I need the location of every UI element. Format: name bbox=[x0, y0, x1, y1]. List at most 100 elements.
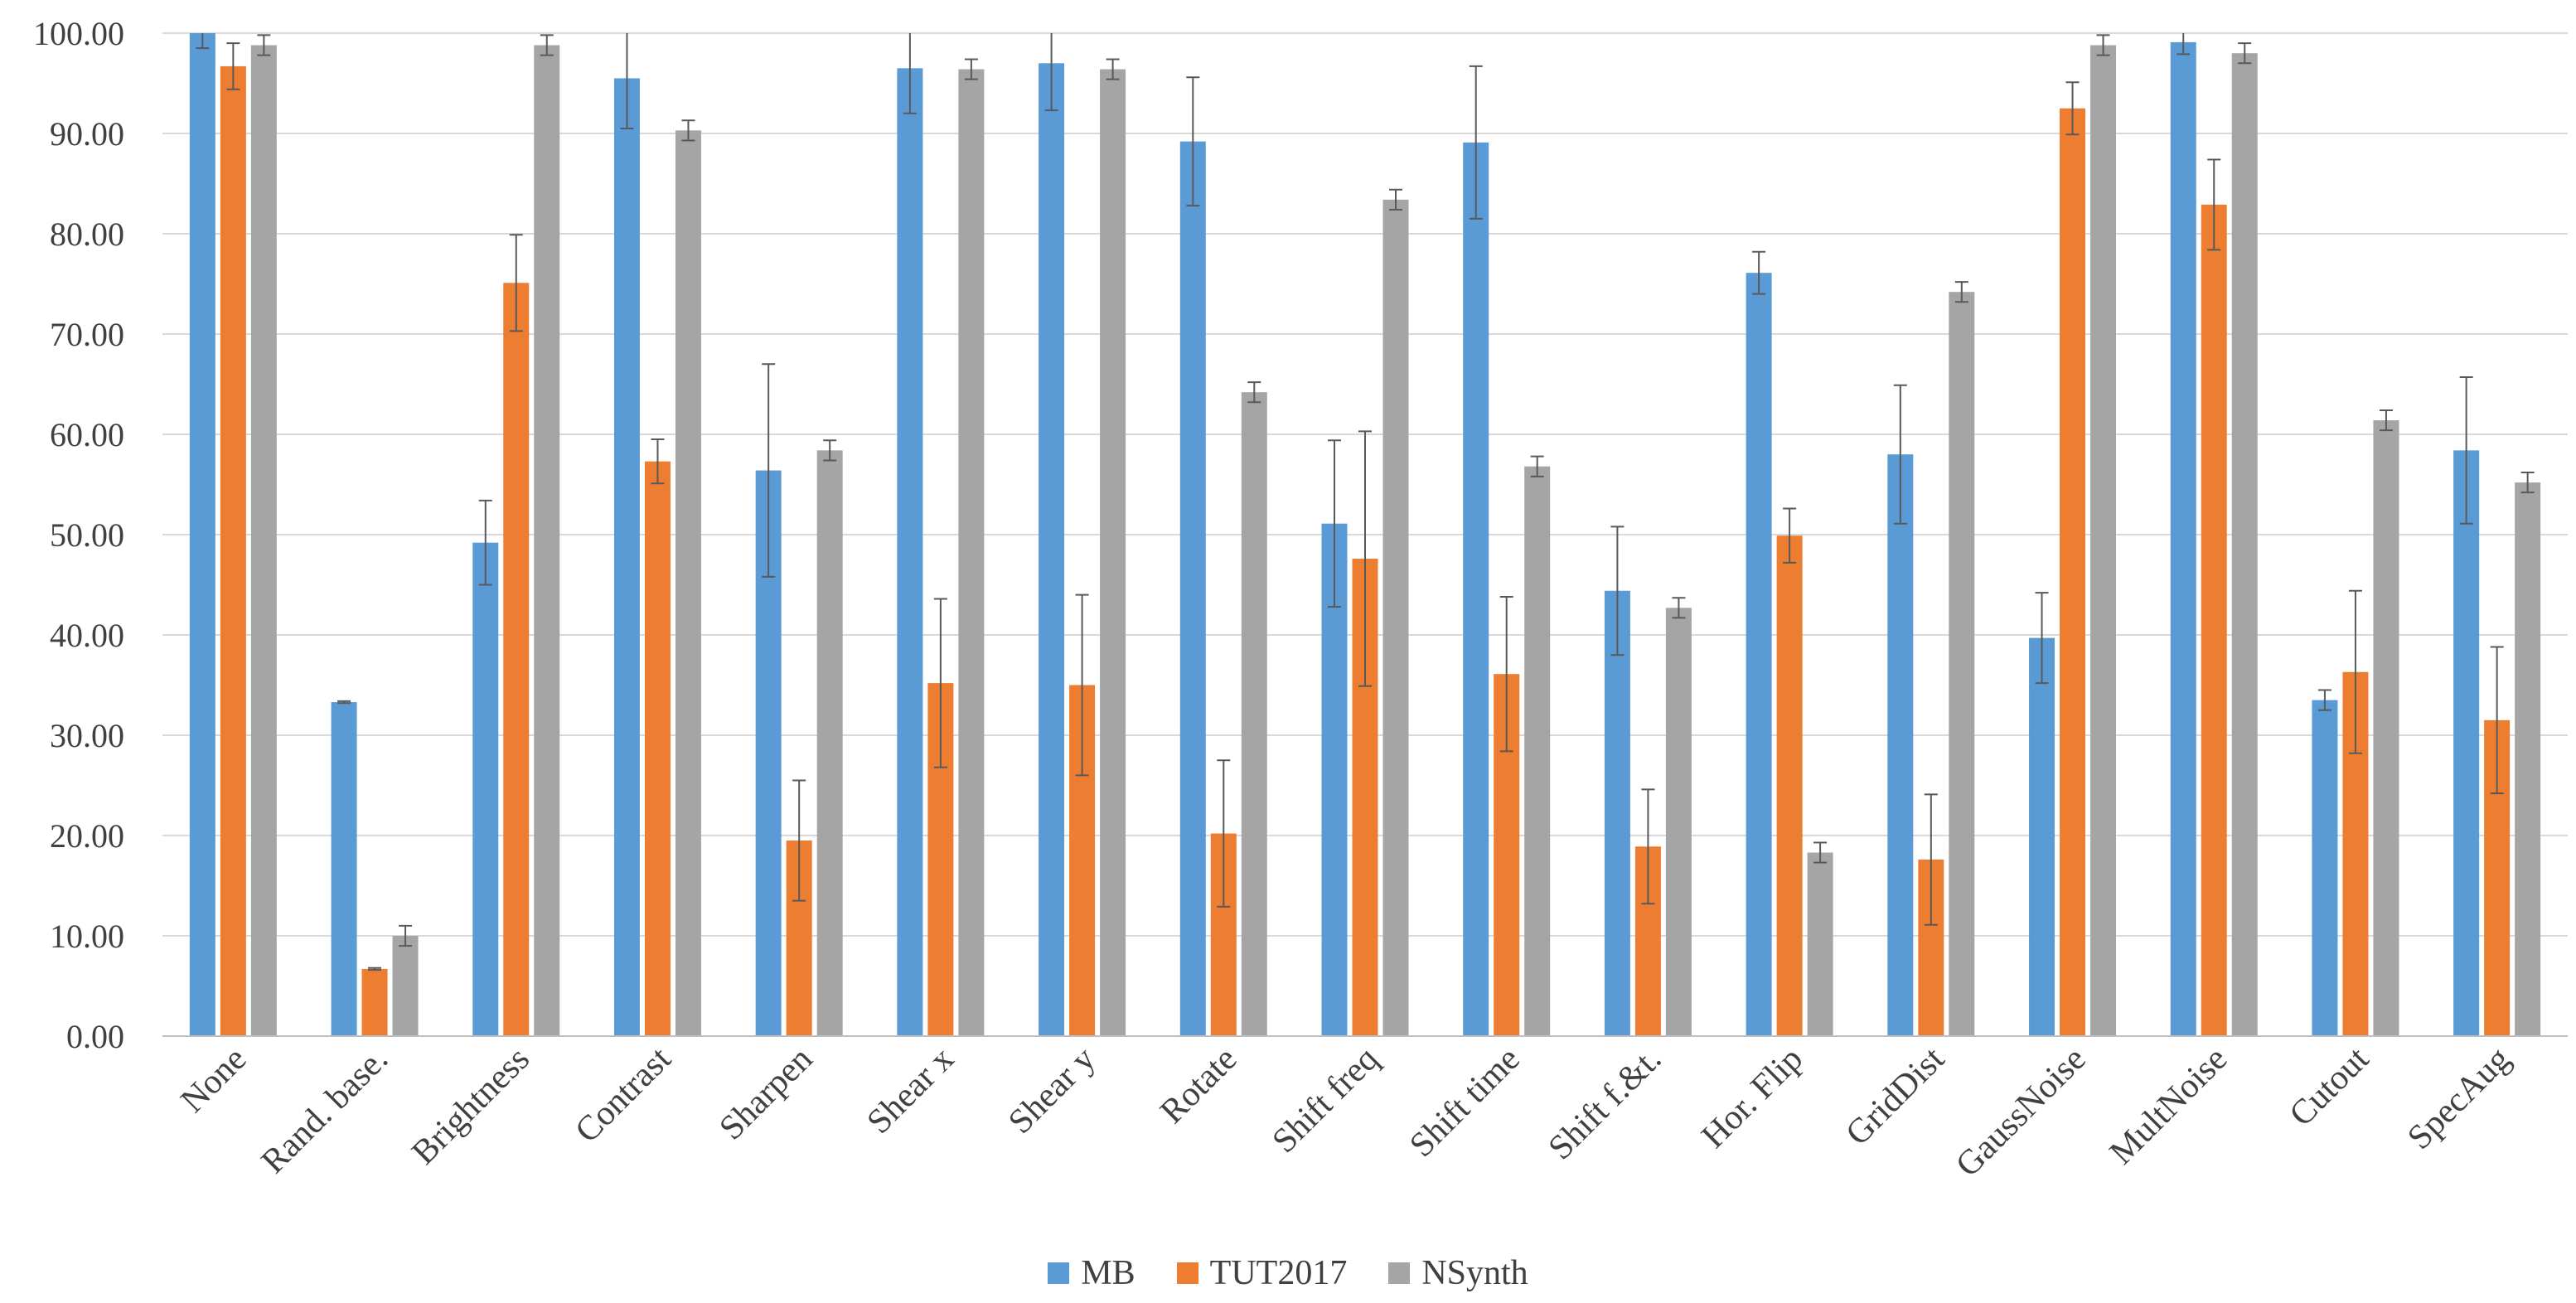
error-bar bbox=[196, 33, 210, 50]
bar-mb-11 bbox=[1746, 273, 1772, 1036]
error-bar bbox=[2177, 33, 2191, 56]
legend-item-mb: MB bbox=[1048, 1253, 1135, 1293]
bar-mb-5 bbox=[897, 68, 923, 1037]
x-tick-label: Shift f.&t. bbox=[1542, 1040, 1669, 1168]
bars bbox=[189, 33, 2541, 1037]
error-bar bbox=[1783, 507, 1797, 564]
bar-nsynth-11 bbox=[1807, 852, 1833, 1036]
error-bar bbox=[509, 234, 523, 332]
bar-nsynth-14 bbox=[2231, 53, 2258, 1037]
x-tick-label: Shift freq bbox=[1266, 1040, 1387, 1161]
error-bar bbox=[1075, 593, 1089, 777]
error-bar bbox=[2238, 42, 2252, 65]
error-bar bbox=[2348, 589, 2362, 754]
error-bar bbox=[1924, 793, 1938, 926]
error-bar bbox=[540, 34, 554, 56]
bar-chart: 0.00 10.00 20.00 30.00 40.00 50.00 60.00 70.00 8… bbox=[33, 15, 2568, 1184]
bar-mb-12 bbox=[1887, 454, 1914, 1036]
error-bar bbox=[226, 42, 240, 90]
error-bar bbox=[651, 438, 665, 485]
bar-nsynth-1 bbox=[392, 936, 419, 1036]
error-bar bbox=[762, 363, 776, 578]
bar-nsynth-4 bbox=[816, 450, 843, 1036]
error-bar bbox=[964, 58, 978, 80]
legend-item-nsynth: NSynth bbox=[1388, 1253, 1528, 1293]
legend-item-tut2017: TUT2017 bbox=[1176, 1253, 1347, 1293]
error-bar bbox=[2317, 689, 2331, 711]
error-bar bbox=[368, 966, 382, 971]
bar-nsynth-3 bbox=[675, 130, 701, 1036]
bar-mb-16 bbox=[2453, 450, 2480, 1036]
y-tick-label: 10.00 bbox=[50, 918, 124, 955]
error-bar bbox=[792, 779, 806, 902]
bar-mb-9 bbox=[1463, 142, 1489, 1036]
bar-nsynth-7 bbox=[1241, 392, 1267, 1036]
error-bar bbox=[2065, 81, 2080, 136]
legend-swatch bbox=[1176, 1262, 1198, 1284]
error-bar bbox=[1893, 384, 1907, 525]
bar-tut2017-2 bbox=[503, 283, 530, 1036]
bar-mb-8 bbox=[1321, 523, 1348, 1036]
error-bar bbox=[1641, 788, 1655, 905]
bar-mb-0 bbox=[189, 33, 215, 1036]
bar-nsynth-0 bbox=[250, 45, 277, 1036]
error-bar bbox=[1247, 381, 1261, 404]
error-bar bbox=[1358, 430, 1372, 687]
x-tick-label: Sharpen bbox=[712, 1040, 820, 1148]
error-bar bbox=[2490, 646, 2504, 795]
error-bar bbox=[620, 33, 634, 129]
bar-nsynth-12 bbox=[1949, 292, 1975, 1036]
error-bar bbox=[1499, 596, 1513, 753]
error-bar bbox=[1954, 281, 1968, 303]
x-tick-label: GaussNoise bbox=[1949, 1040, 2093, 1184]
x-tick-label: Brightness bbox=[404, 1040, 537, 1173]
x-tick-label: Shift time bbox=[1402, 1040, 1528, 1165]
error-bar bbox=[903, 33, 917, 114]
bar-mb-2 bbox=[472, 542, 499, 1036]
x-tick-label: MultNoise bbox=[2103, 1040, 2235, 1173]
x-tick-label: Hor. Flip bbox=[1694, 1040, 1810, 1156]
error-bar bbox=[257, 34, 271, 56]
legend-label: NSynth bbox=[1421, 1254, 1528, 1292]
y-axis-ticks: 0.00 10.00 20.00 30.00 40.00 50.00 60.00 70.00 8… bbox=[33, 15, 124, 1055]
y-tick-label: 100.00 bbox=[33, 15, 124, 52]
bar-mb-10 bbox=[1604, 590, 1630, 1036]
error-bar bbox=[399, 924, 413, 947]
error-bar bbox=[478, 499, 492, 586]
x-tick-label: SpecAug bbox=[2400, 1040, 2517, 1157]
x-tick-label: Cutout bbox=[2283, 1039, 2377, 1134]
bar-mb-3 bbox=[613, 78, 640, 1037]
bar-tut2017-14 bbox=[2201, 204, 2227, 1036]
y-tick-label: 70.00 bbox=[50, 316, 124, 353]
bar-nsynth-6 bbox=[1100, 69, 1126, 1036]
bar-tut2017-11 bbox=[1776, 535, 1803, 1036]
bar-mb-7 bbox=[1179, 141, 1206, 1037]
bar-tut2017-0 bbox=[220, 65, 246, 1036]
bar-mb-15 bbox=[2312, 700, 2338, 1036]
legend-swatch bbox=[1048, 1262, 1070, 1284]
error-bar bbox=[1328, 439, 1341, 608]
bar-nsynth-15 bbox=[2373, 420, 2399, 1036]
bar-mb-6 bbox=[1039, 63, 1065, 1036]
y-tick-label: 0.00 bbox=[66, 1018, 124, 1055]
error-bar bbox=[1186, 76, 1200, 207]
error-bar bbox=[2207, 158, 2221, 251]
bar-mb-1 bbox=[331, 702, 357, 1036]
bar-tut2017-13 bbox=[2060, 108, 2086, 1036]
y-tick-label: 30.00 bbox=[50, 717, 124, 754]
error-bar bbox=[1389, 188, 1402, 211]
x-tick-label: Rotate bbox=[1153, 1040, 1244, 1131]
bar-nsynth-10 bbox=[1665, 608, 1692, 1036]
error-bar bbox=[1813, 841, 1828, 864]
x-tick-label: Shear y bbox=[1001, 1040, 1102, 1141]
y-tick-label: 60.00 bbox=[50, 416, 124, 453]
x-tick-label: Contrast bbox=[568, 1039, 678, 1150]
error-bar bbox=[2096, 34, 2110, 56]
bar-nsynth-8 bbox=[1382, 199, 1409, 1037]
error-bar bbox=[1044, 33, 1058, 112]
y-tick-label: 90.00 bbox=[50, 115, 124, 153]
error-bar bbox=[1672, 597, 1686, 619]
error-bar bbox=[2035, 592, 2049, 685]
bar-nsynth-13 bbox=[2090, 45, 2117, 1036]
error-bar bbox=[933, 598, 947, 768]
